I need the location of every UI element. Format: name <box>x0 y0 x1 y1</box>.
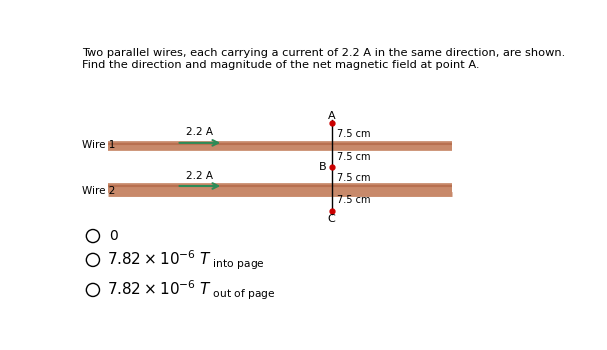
Text: Wire 2: Wire 2 <box>82 186 115 196</box>
Text: Find the direction and magnitude of the net magnetic field at point A.: Find the direction and magnitude of the … <box>82 61 480 70</box>
Text: 2.2 A: 2.2 A <box>186 127 214 137</box>
Text: 7.5 cm: 7.5 cm <box>337 195 370 205</box>
Text: 7.5 cm: 7.5 cm <box>337 152 370 162</box>
Text: Wire 1: Wire 1 <box>82 140 115 150</box>
Text: 0: 0 <box>109 229 118 243</box>
Text: 2.2 A: 2.2 A <box>186 170 214 181</box>
Text: A: A <box>328 111 336 120</box>
Text: C: C <box>328 214 336 224</box>
Text: $7.82 \times 10^{-6}$ $T$$_{\mathrm{\ out\ of\ page}}$: $7.82 \times 10^{-6}$ $T$$_{\mathrm{\ ou… <box>107 278 276 302</box>
Text: 7.5 cm: 7.5 cm <box>337 130 370 139</box>
Text: $7.82 \times 10^{-6}$ $T$$_{\mathrm{\ into\ page}}$: $7.82 \times 10^{-6}$ $T$$_{\mathrm{\ in… <box>107 248 265 272</box>
Text: 7.5 cm: 7.5 cm <box>337 173 370 183</box>
Text: B: B <box>319 162 326 172</box>
Text: Two parallel wires, each carrying a current of 2.2 A in the same direction, are : Two parallel wires, each carrying a curr… <box>82 48 565 58</box>
